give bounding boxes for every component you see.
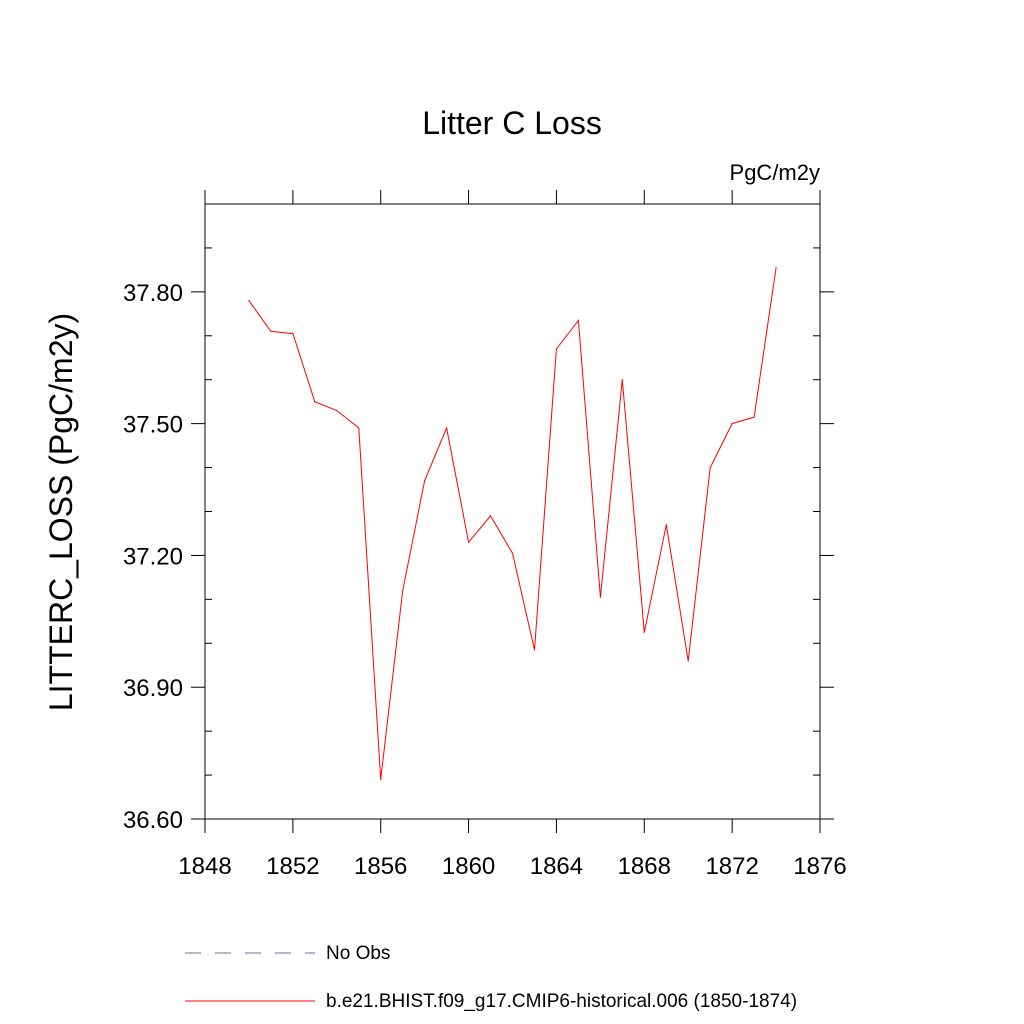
plot-frame — [204, 203, 821, 820]
series-point — [665, 524, 667, 526]
series-point — [511, 552, 514, 554]
series-point — [577, 319, 579, 322]
y-tick-label: 36.60 — [123, 807, 183, 834]
series-point — [270, 330, 272, 332]
units-label: PgC/m2y — [730, 160, 820, 185]
x-tick-label: 1856 — [354, 853, 407, 880]
series-point — [533, 649, 536, 651]
series-point — [709, 466, 711, 469]
x-tick-label: 1864 — [530, 853, 583, 880]
series-point — [402, 589, 404, 592]
y-axis: 36.60 36.90 37.20 37.50 37.80 — [123, 203, 834, 834]
series-point — [775, 267, 777, 269]
x-tick-label: 1848 — [178, 853, 231, 880]
plot-area — [248, 267, 777, 781]
series-point — [336, 409, 338, 412]
series-point — [358, 427, 360, 429]
series-point — [424, 480, 426, 482]
legend-label-historical: b.e21.BHIST.f09_g17.CMIP6-historical.006… — [326, 991, 797, 1012]
series-point — [555, 348, 558, 350]
series-point — [731, 423, 733, 425]
series-point — [292, 332, 294, 335]
legend-label-no-obs: No Obs — [326, 943, 390, 964]
y-tick-label: 36.90 — [123, 675, 183, 702]
series-point — [314, 401, 316, 403]
x-tick-label: 1872 — [705, 853, 758, 880]
legend: No Obs b.e21.BHIST.f09_g17.CMIP6-histori… — [185, 943, 797, 1012]
series-point — [753, 416, 755, 418]
series-point — [446, 427, 448, 429]
series-point — [248, 300, 250, 302]
series-point — [599, 596, 601, 598]
series-point — [380, 778, 382, 781]
series-point — [467, 541, 470, 543]
series-point — [489, 515, 492, 517]
series-point — [621, 379, 623, 381]
x-axis: 1848 1852 1856 1860 1864 1868 1872 1876 — [178, 190, 847, 880]
series-line-historical — [248, 267, 777, 780]
series-point — [687, 660, 689, 662]
x-tick-label: 1868 — [618, 853, 671, 880]
y-tick-label: 37.20 — [123, 543, 183, 570]
x-tick-label: 1860 — [442, 853, 495, 880]
y-tick-label: 37.80 — [123, 280, 183, 307]
x-tick-label: 1876 — [793, 853, 846, 880]
x-tick-label: 1852 — [266, 853, 319, 880]
y-tick-label: 37.50 — [123, 412, 183, 439]
series-point — [643, 631, 645, 633]
chart-title: Litter C Loss — [422, 105, 602, 141]
y-axis-label: LITTERC_LOSS (PgC/m2y) — [43, 313, 79, 711]
